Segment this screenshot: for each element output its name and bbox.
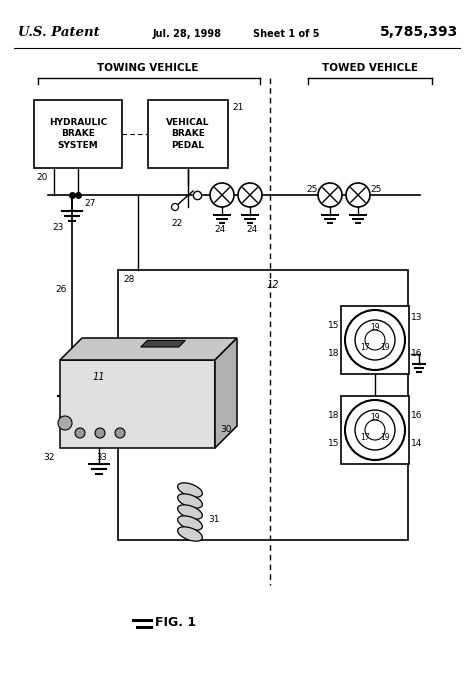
Text: 15: 15 [328,439,339,448]
Text: 19: 19 [380,344,390,352]
FancyBboxPatch shape [341,396,409,464]
Circle shape [75,428,85,438]
Text: VEHICAL
BRAKE
PEDAL: VEHICAL BRAKE PEDAL [166,118,210,150]
Text: 27: 27 [84,198,95,207]
Circle shape [355,410,395,450]
Text: HYDRAULIC
BRAKE
SYSTEM: HYDRAULIC BRAKE SYSTEM [49,118,107,150]
Circle shape [172,203,179,210]
Circle shape [365,420,385,440]
Text: Sheet 1 of 5: Sheet 1 of 5 [253,29,319,39]
FancyBboxPatch shape [118,270,408,540]
Circle shape [345,400,405,460]
Text: 24: 24 [214,225,226,234]
Text: 16: 16 [411,411,422,420]
Text: 14: 14 [411,439,422,448]
FancyBboxPatch shape [341,306,409,374]
Polygon shape [60,360,215,448]
Ellipse shape [178,527,202,541]
Circle shape [210,183,234,207]
Text: 18: 18 [328,349,339,358]
Circle shape [365,330,385,350]
Ellipse shape [178,516,202,530]
Text: 19: 19 [380,434,390,443]
Text: 33: 33 [97,453,108,462]
Text: 23: 23 [52,223,64,232]
Text: 25: 25 [306,184,318,193]
Circle shape [238,183,262,207]
Circle shape [355,320,395,360]
Text: 16: 16 [411,349,422,358]
Text: U.S. Patent: U.S. Patent [18,26,100,38]
Circle shape [115,428,125,438]
Text: 5,785,393: 5,785,393 [380,25,458,39]
Text: TOWING VEHICLE: TOWING VEHICLE [97,63,199,73]
Text: 25: 25 [370,184,382,193]
Text: 18: 18 [328,411,339,420]
Text: 13: 13 [411,313,422,322]
FancyBboxPatch shape [148,100,228,168]
Text: Jul. 28, 1998: Jul. 28, 1998 [153,29,222,39]
Text: 30: 30 [220,425,231,434]
Polygon shape [60,338,237,360]
Text: 28: 28 [123,276,134,285]
Ellipse shape [178,494,202,508]
Ellipse shape [178,505,202,519]
Circle shape [95,428,105,438]
Text: 24: 24 [246,225,258,234]
Text: 21: 21 [232,104,243,113]
Text: TOWED VEHICLE: TOWED VEHICLE [322,63,418,73]
Circle shape [345,310,405,370]
Text: 17: 17 [360,434,370,443]
Text: 19: 19 [370,324,380,333]
Circle shape [346,183,370,207]
FancyBboxPatch shape [34,100,122,168]
Polygon shape [141,340,185,347]
Text: 17: 17 [360,344,370,352]
Text: 22: 22 [172,219,182,228]
Polygon shape [215,338,237,448]
Ellipse shape [178,483,202,497]
Circle shape [58,416,72,430]
Text: 31: 31 [208,516,219,525]
Circle shape [318,183,342,207]
Text: 32: 32 [44,453,55,462]
Text: 20: 20 [36,173,47,182]
Text: 26: 26 [55,285,66,294]
Text: 12: 12 [267,280,279,290]
Text: 11: 11 [92,372,105,382]
Text: 15: 15 [328,322,339,331]
Text: FIG. 1: FIG. 1 [155,617,196,629]
Text: 19: 19 [370,413,380,422]
